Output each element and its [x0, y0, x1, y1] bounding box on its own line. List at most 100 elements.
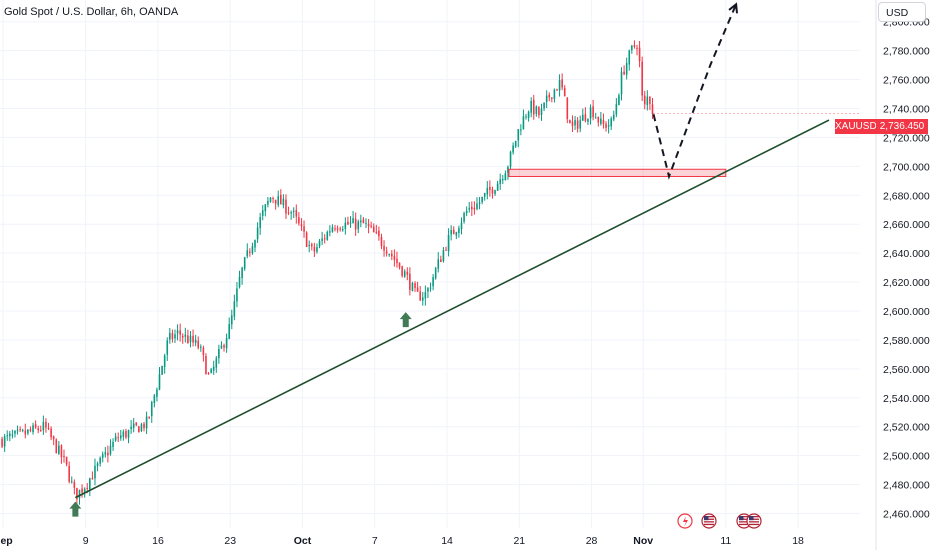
candle-body: [625, 63, 628, 75]
candle-body: [367, 224, 370, 227]
candle-body: [471, 206, 473, 210]
candle-body: [277, 196, 280, 205]
candle-body: [481, 196, 483, 203]
candle-body: [14, 430, 16, 434]
candle-body: [310, 244, 313, 247]
candle-body: [571, 121, 574, 127]
candle-body: [34, 424, 37, 428]
candle-body: [272, 197, 274, 199]
candle-body: [651, 104, 654, 114]
candle-body: [465, 210, 468, 214]
candle-body: [383, 245, 385, 251]
candle-body: [249, 251, 251, 253]
us-flag-event-icon[interactable]: [746, 513, 762, 529]
candle-body: [602, 119, 605, 125]
x-tick-label: 11: [720, 535, 731, 547]
candle-body: [607, 125, 610, 127]
candle-body: [81, 488, 83, 493]
candle-body: [641, 61, 643, 96]
candle-body: [421, 297, 424, 301]
y-tick-label: 2,640.000: [883, 248, 930, 260]
trendline[interactable]: [75, 119, 830, 499]
projection-path[interactable]: [652, 3, 738, 180]
candle-body: [228, 324, 230, 339]
y-tick-label: 2,560.000: [883, 364, 930, 376]
candle-body: [261, 210, 264, 216]
candle-body: [101, 454, 104, 458]
candle-body: [434, 268, 437, 279]
candle-body: [623, 71, 625, 75]
candle-body: [393, 255, 396, 260]
last-price-tag: 2,736.450: [876, 119, 928, 134]
y-tick-label: 2,660.000: [883, 219, 930, 231]
candle-body: [370, 225, 372, 227]
candle-body: [39, 430, 42, 432]
overlay-layer: [69, 2, 860, 517]
candle-body: [628, 50, 631, 65]
candle-body: [27, 429, 29, 434]
candle-body: [21, 429, 24, 431]
y-tick-label: 2,680.000: [883, 190, 930, 202]
up-arrow-icon: [399, 312, 412, 328]
candle-body: [636, 47, 638, 49]
candle-body: [125, 430, 127, 438]
candle-body: [496, 183, 499, 191]
candle-body: [230, 315, 233, 325]
y-tick-label: 2,700.000: [883, 161, 930, 173]
candle-body: [138, 426, 140, 433]
symbol-price-tag: XAUUSD: [835, 119, 877, 134]
candle-body: [499, 179, 502, 184]
candle-body: [274, 199, 277, 204]
candle-body: [179, 330, 181, 335]
y-tick-label: 2,540.000: [883, 393, 930, 405]
events-layer[interactable]: [677, 513, 762, 529]
candle-body: [6, 435, 9, 437]
y-tick-label: 2,600.000: [883, 306, 930, 318]
candle-body: [267, 200, 269, 205]
candle-body: [89, 478, 91, 490]
candle-body: [127, 430, 130, 438]
candle-body: [349, 222, 352, 224]
chart-title: Gold Spot / U.S. Dollar, 6h, OANDA: [4, 6, 179, 18]
us-flag-event-icon[interactable]: [701, 513, 717, 529]
candle-body: [158, 374, 161, 390]
candle-body: [512, 145, 514, 153]
flash-event-icon[interactable]: [677, 513, 693, 529]
candle-body: [63, 456, 65, 458]
time-axis[interactable]: Sep 9 16 23 Oct 7 14 21 28 Nov 11 18: [0, 535, 804, 547]
candle-body: [78, 489, 81, 499]
candle-body: [478, 202, 481, 204]
candle-body: [532, 99, 535, 115]
candle-body: [184, 334, 187, 337]
candle-body: [3, 436, 6, 447]
candle-body: [507, 166, 509, 173]
candle-body: [86, 488, 89, 490]
candle-body: [522, 116, 525, 130]
grid-layer: [0, 0, 860, 528]
price-axis[interactable]: 2,460.000 2,480.000 2,500.000 2,520.000 2,54…: [875, 0, 930, 550]
x-tick-label: 7: [372, 535, 378, 547]
candle-body: [579, 120, 582, 129]
candle-body: [119, 435, 122, 439]
candle-body: [594, 117, 597, 119]
candle-body: [362, 219, 365, 224]
candle-body: [117, 437, 120, 439]
candle-body: [1, 438, 3, 447]
candle-body: [256, 227, 259, 240]
candle-body: [161, 365, 163, 375]
support-zone-rect[interactable]: [508, 168, 727, 177]
y-tick-label: 2,520.000: [883, 422, 930, 434]
candle-body: [409, 273, 411, 290]
candle-body: [238, 276, 241, 288]
candle-body: [55, 439, 58, 454]
candle-body: [323, 238, 326, 240]
candle-body: [282, 198, 285, 206]
candle-body: [251, 246, 254, 254]
y-tick-label: 2,580.000: [883, 335, 930, 347]
currency-button[interactable]: USD: [878, 2, 926, 22]
candle-body: [633, 45, 636, 47]
candle-body: [463, 212, 465, 222]
candle-body: [122, 431, 125, 437]
candle-body: [269, 197, 272, 203]
